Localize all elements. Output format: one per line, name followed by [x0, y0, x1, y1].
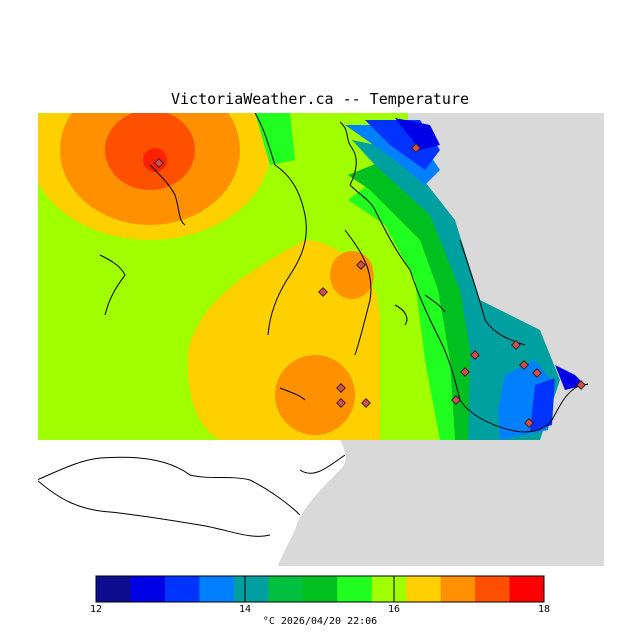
colorbar-segment — [130, 576, 166, 602]
station-marker — [361, 398, 371, 408]
station-marker — [451, 395, 461, 405]
station-marker — [411, 143, 421, 153]
colorbar-segment — [164, 576, 200, 602]
colorbar — [96, 576, 545, 602]
station-marker — [154, 158, 164, 168]
colorbar-segment — [337, 576, 373, 602]
colorbar-ticks — [95, 576, 545, 602]
colorbar-segment — [268, 576, 304, 602]
band-15-5 — [348, 180, 470, 440]
contour-17-central — [330, 251, 374, 299]
colorbar-segment — [475, 576, 511, 602]
station-marker — [336, 383, 346, 393]
colorbar-segment — [406, 576, 442, 602]
station-marker — [511, 340, 521, 350]
contour-15-5-edge — [255, 113, 295, 165]
band-13 — [395, 118, 440, 150]
contour-17-south — [275, 355, 355, 435]
station-marker — [356, 260, 366, 270]
band-14-5 — [352, 140, 560, 440]
station-marker — [470, 350, 480, 360]
weather-stations — [154, 143, 586, 428]
coastlines — [38, 113, 589, 537]
colorbar-segment — [96, 576, 131, 602]
colorbar-tick-label: 12 — [89, 604, 103, 615]
timestamp: °C 2026/04/20 22:06 — [262, 616, 378, 627]
water-mask-south — [38, 440, 346, 566]
colorbar-segment — [302, 576, 338, 602]
station-marker — [532, 368, 542, 378]
colorbar-tick-label: 16 — [387, 604, 401, 615]
contour-18-north — [143, 148, 167, 172]
station-marker — [318, 287, 328, 297]
colorbar-tick-label: 14 — [238, 604, 252, 615]
colorbar-segment — [440, 576, 476, 602]
station-marker — [460, 367, 470, 377]
page-title: VictoriaWeather.ca -- Temperature — [170, 90, 469, 108]
colorbar-segment — [371, 576, 407, 602]
band-13-5-south — [530, 378, 555, 432]
colorbar-segment — [509, 576, 545, 602]
station-marker — [576, 380, 586, 390]
station-marker — [336, 398, 346, 408]
colorbar-segment — [233, 576, 269, 602]
station-marker — [524, 418, 534, 428]
colorbar-tick-label: 18 — [537, 604, 551, 615]
colorbar-segment — [199, 576, 235, 602]
station-marker — [519, 360, 529, 370]
